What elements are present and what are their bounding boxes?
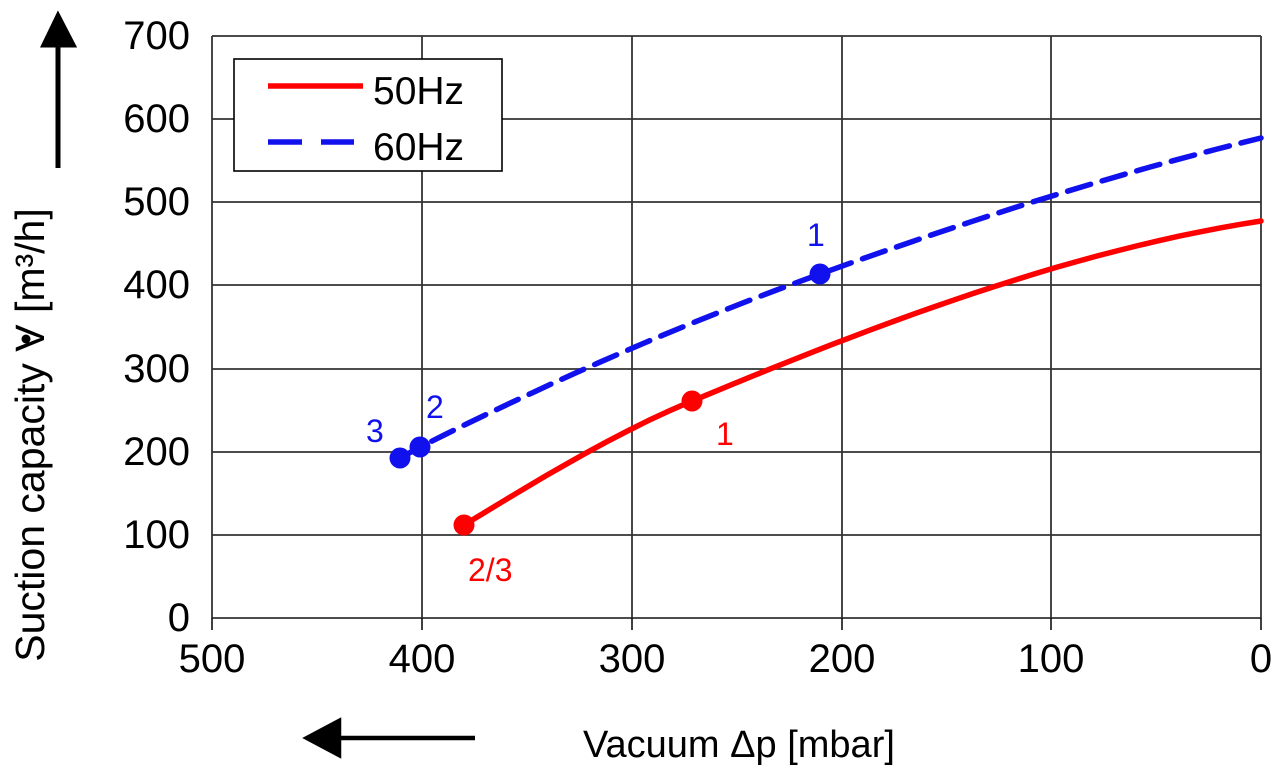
svg-text:200: 200 [123, 430, 190, 474]
svg-text:100: 100 [123, 513, 190, 557]
svg-text:0: 0 [168, 596, 190, 640]
svg-text:2/3: 2/3 [468, 552, 512, 588]
svg-text:600: 600 [123, 97, 190, 141]
svg-text:300: 300 [123, 347, 190, 391]
svg-text:200: 200 [809, 637, 876, 681]
svg-text:500: 500 [123, 180, 190, 224]
svg-text:2: 2 [426, 389, 444, 425]
svg-text:3: 3 [366, 413, 384, 449]
svg-text:500: 500 [179, 637, 246, 681]
svg-text:1: 1 [716, 416, 734, 452]
svg-text:100: 100 [1018, 637, 1085, 681]
svg-text:1: 1 [807, 217, 825, 253]
svg-text:700: 700 [123, 14, 190, 58]
svg-text:Suction capacity V [m³/h]: Suction capacity V [m³/h] [7, 208, 53, 661]
svg-text:300: 300 [599, 637, 666, 681]
svg-text:50Hz: 50Hz [373, 70, 464, 113]
svg-text:400: 400 [389, 637, 456, 681]
svg-text:400: 400 [123, 263, 190, 307]
svg-text:Vacuum Δp [mbar]: Vacuum Δp [mbar] [583, 724, 895, 766]
svg-text:0: 0 [1250, 637, 1272, 681]
svg-text:60Hz: 60Hz [373, 126, 464, 169]
